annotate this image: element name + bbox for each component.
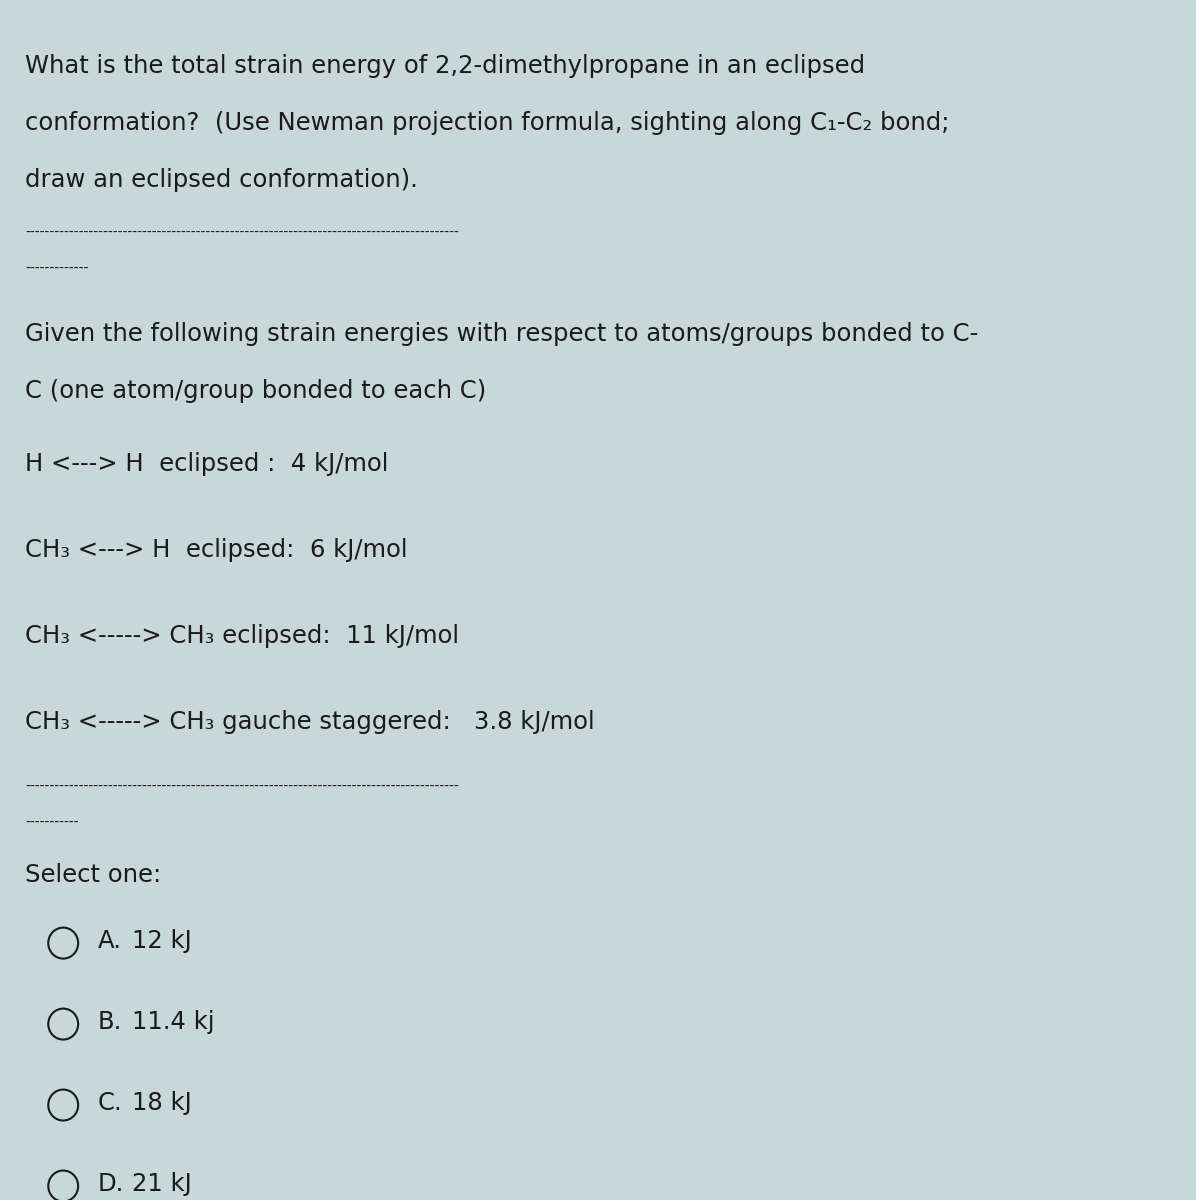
- Text: Given the following strain energies with respect to atoms/groups bonded to C-: Given the following strain energies with…: [25, 322, 978, 346]
- Text: A.: A.: [98, 929, 122, 953]
- Text: CH₃ <-----> CH₃ eclipsed:  11 kJ/mol: CH₃ <-----> CH₃ eclipsed: 11 kJ/mol: [25, 624, 459, 648]
- Text: 18 kJ: 18 kJ: [133, 1091, 191, 1115]
- Text: CH₃ <-----> CH₃ gauche staggered:   3.8 kJ/mol: CH₃ <-----> CH₃ gauche staggered: 3.8 kJ…: [25, 709, 594, 733]
- Text: Select one:: Select one:: [25, 863, 161, 887]
- Text: What is the total strain energy of 2,2-dimethylpropane in an eclipsed: What is the total strain energy of 2,2-d…: [25, 54, 866, 78]
- Text: 21 kJ: 21 kJ: [133, 1171, 191, 1195]
- Text: 11.4 kj: 11.4 kj: [133, 1009, 214, 1033]
- Text: D.: D.: [98, 1171, 124, 1195]
- Text: 12 kJ: 12 kJ: [133, 929, 191, 953]
- Text: -------------: -------------: [25, 262, 89, 276]
- Text: C.: C.: [98, 1091, 122, 1115]
- Text: CH₃ <---> H  eclipsed:  6 kJ/mol: CH₃ <---> H eclipsed: 6 kJ/mol: [25, 539, 408, 563]
- Text: C (one atom/group bonded to each C): C (one atom/group bonded to each C): [25, 379, 487, 403]
- Text: conformation?  (Use Newman projection formula, sighting along C₁-C₂ bond;: conformation? (Use Newman projection for…: [25, 110, 950, 134]
- Text: B.: B.: [98, 1009, 122, 1033]
- Text: draw an eclipsed conformation).: draw an eclipsed conformation).: [25, 168, 419, 192]
- Text: -----------: -----------: [25, 816, 79, 829]
- Text: --------------------------------------------------------------------------------: ----------------------------------------…: [25, 227, 459, 240]
- Text: H <---> H  eclipsed :  4 kJ/mol: H <---> H eclipsed : 4 kJ/mol: [25, 452, 389, 476]
- Text: --------------------------------------------------------------------------------: ----------------------------------------…: [25, 780, 459, 794]
